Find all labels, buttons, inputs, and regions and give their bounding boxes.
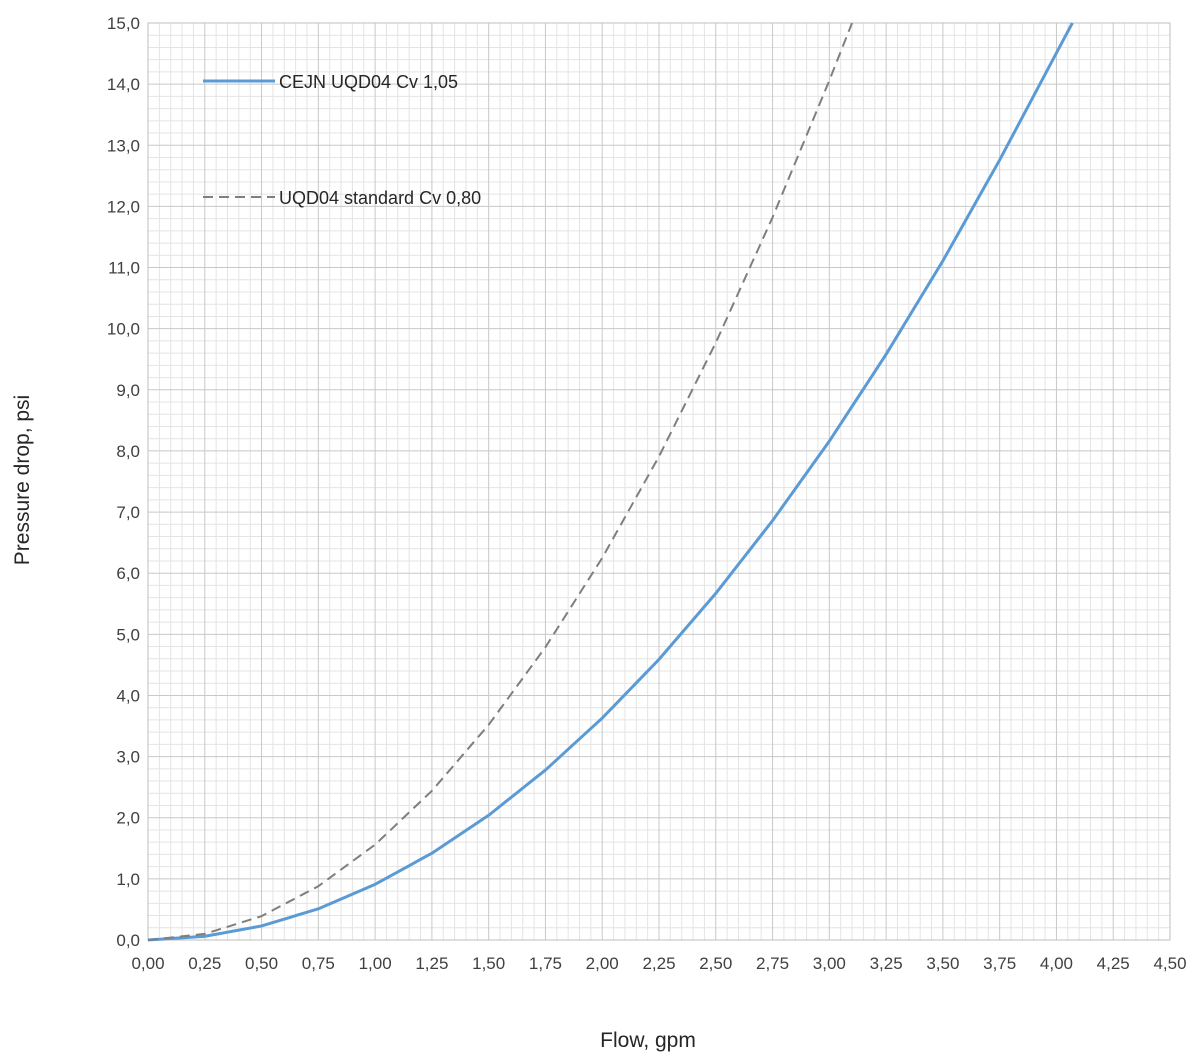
y-tick-label: 1,0 [116, 870, 140, 889]
y-tick-label: 3,0 [116, 748, 140, 767]
x-tick-label: 0,00 [131, 954, 164, 973]
x-tick-label: 3,25 [870, 954, 903, 973]
legend-label-standard: UQD04 standard Cv 0,80 [279, 188, 481, 208]
y-axis-title: Pressure drop, psi [11, 395, 34, 565]
y-tick-label: 14,0 [107, 75, 140, 94]
x-tick-label: 4,25 [1097, 954, 1130, 973]
y-tick-label: 15,0 [107, 14, 140, 33]
x-tick-label: 0,50 [245, 954, 278, 973]
x-axis-title: Flow, gpm [600, 1029, 696, 1052]
y-tick-label: 10,0 [107, 320, 140, 339]
y-tick-label: 5,0 [116, 625, 140, 644]
axes: 0,00 0,25 0,50 0,75 1,00 1,25 1,50 1,75 2,00 2,25… [107, 14, 1187, 973]
x-tick-label: 1,50 [472, 954, 505, 973]
series-line-standard [147, 22, 853, 941]
x-tick-label: 1,75 [529, 954, 562, 973]
legend: CEJN UQD04 Cv 1,05 UQD04 standard Cv 0,8… [203, 72, 481, 208]
y-tick-label: 4,0 [116, 686, 140, 705]
x-tick-label: 4,00 [1040, 954, 1073, 973]
y-tick-label: 13,0 [107, 136, 140, 155]
plot-area-border [147, 22, 1171, 941]
y-tick-label: 9,0 [116, 381, 140, 400]
y-tick-label: 7,0 [116, 503, 140, 522]
x-tick-label: 4,50 [1153, 954, 1186, 973]
x-tick-label: 2,00 [586, 954, 619, 973]
x-tick-label: 2,25 [642, 954, 675, 973]
y-tick-label: 12,0 [107, 197, 140, 216]
x-tick-label: 0,25 [188, 954, 221, 973]
y-tick-label: 0,0 [116, 931, 140, 950]
x-tick-label: 1,00 [359, 954, 392, 973]
x-tick-label: 3,00 [813, 954, 846, 973]
x-tick-label: 1,25 [415, 954, 448, 973]
x-tick-label: 3,50 [926, 954, 959, 973]
x-tick-label: 0,75 [302, 954, 335, 973]
x-tick-label: 3,75 [983, 954, 1016, 973]
series [147, 22, 1074, 942]
y-tick-label: 11,0 [108, 259, 140, 278]
grid [147, 22, 1171, 941]
x-tick-label: 2,50 [699, 954, 732, 973]
y-tick-label: 6,0 [116, 564, 140, 583]
y-tick-label: 8,0 [116, 442, 140, 461]
x-tick-label: 2,75 [756, 954, 789, 973]
series-line-cejn [147, 22, 1074, 942]
y-tick-label: 2,0 [116, 809, 140, 828]
legend-label-cejn: CEJN UQD04 Cv 1,05 [279, 72, 458, 92]
